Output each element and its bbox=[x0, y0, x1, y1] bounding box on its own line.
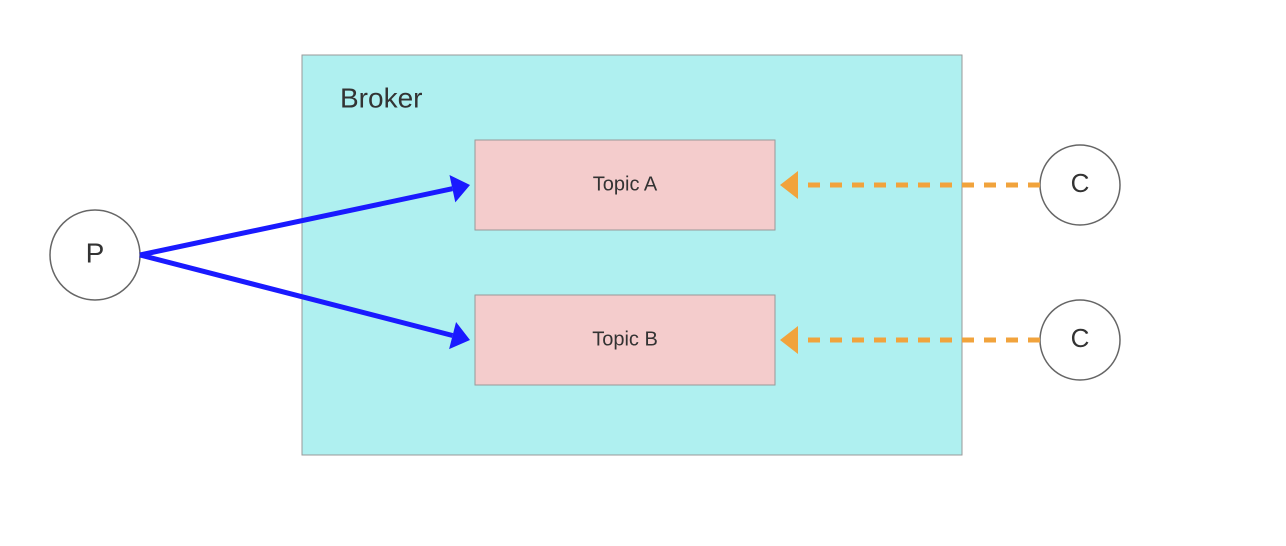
consumer-a-label: C bbox=[1071, 168, 1090, 198]
broker-rect bbox=[302, 55, 962, 455]
topic-a-label: Topic A bbox=[593, 173, 658, 195]
producer-label: P bbox=[86, 237, 105, 268]
topic-b-label: Topic B bbox=[592, 328, 658, 350]
consumer-a-node: C bbox=[1040, 145, 1120, 225]
topic-a-box: Topic A bbox=[475, 140, 775, 230]
broker-box: Broker bbox=[302, 55, 962, 455]
topic-b-box: Topic B bbox=[475, 295, 775, 385]
consumer-b-node: C bbox=[1040, 300, 1120, 380]
consumer-b-label: C bbox=[1071, 323, 1090, 353]
producer-node: P bbox=[50, 210, 140, 300]
broker-label: Broker bbox=[340, 82, 422, 113]
